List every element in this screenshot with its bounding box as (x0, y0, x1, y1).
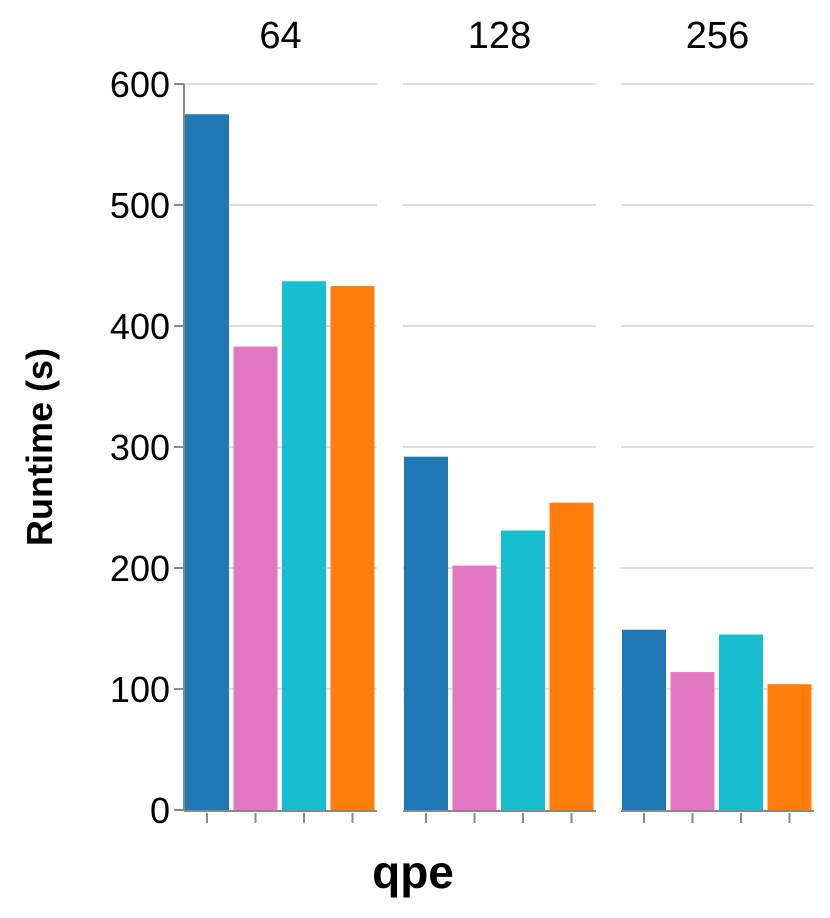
bar-2-0 (622, 629, 666, 810)
bar-0-3 (330, 286, 375, 810)
y-tick-label-5: 500 (110, 185, 170, 226)
y-tick-label-4: 400 (110, 306, 170, 347)
bar-2-2 (719, 634, 763, 810)
y-tick-label-3: 300 (110, 427, 170, 468)
gridlines (184, 83, 814, 690)
bar-0-0 (185, 114, 229, 810)
bar-2-1 (670, 672, 715, 810)
bar-1-1 (452, 565, 497, 810)
bar-0-2 (282, 281, 326, 811)
axes (174, 83, 814, 823)
bar-2-3 (767, 684, 812, 810)
bar-0-1 (233, 346, 278, 810)
facet-title-2: 256 (686, 15, 749, 57)
facet-title-1: 128 (468, 15, 531, 57)
y-tick-label-2: 200 (110, 548, 170, 589)
facet-title-0: 64 (259, 15, 301, 57)
y-axis-title: Runtime (s) (19, 348, 60, 546)
bars (185, 114, 812, 811)
x-axis-title: qpe (372, 846, 454, 898)
y-tick-label-0: 0 (150, 790, 170, 831)
bar-1-2 (501, 530, 545, 810)
bar-1-0 (404, 456, 448, 810)
bar-1-3 (549, 502, 594, 810)
labels: 64 128 256 0 100 200 300 400 500 600 (110, 15, 749, 831)
y-tick-label-6: 600 (110, 64, 170, 105)
y-tick-label-1: 100 (110, 669, 170, 710)
